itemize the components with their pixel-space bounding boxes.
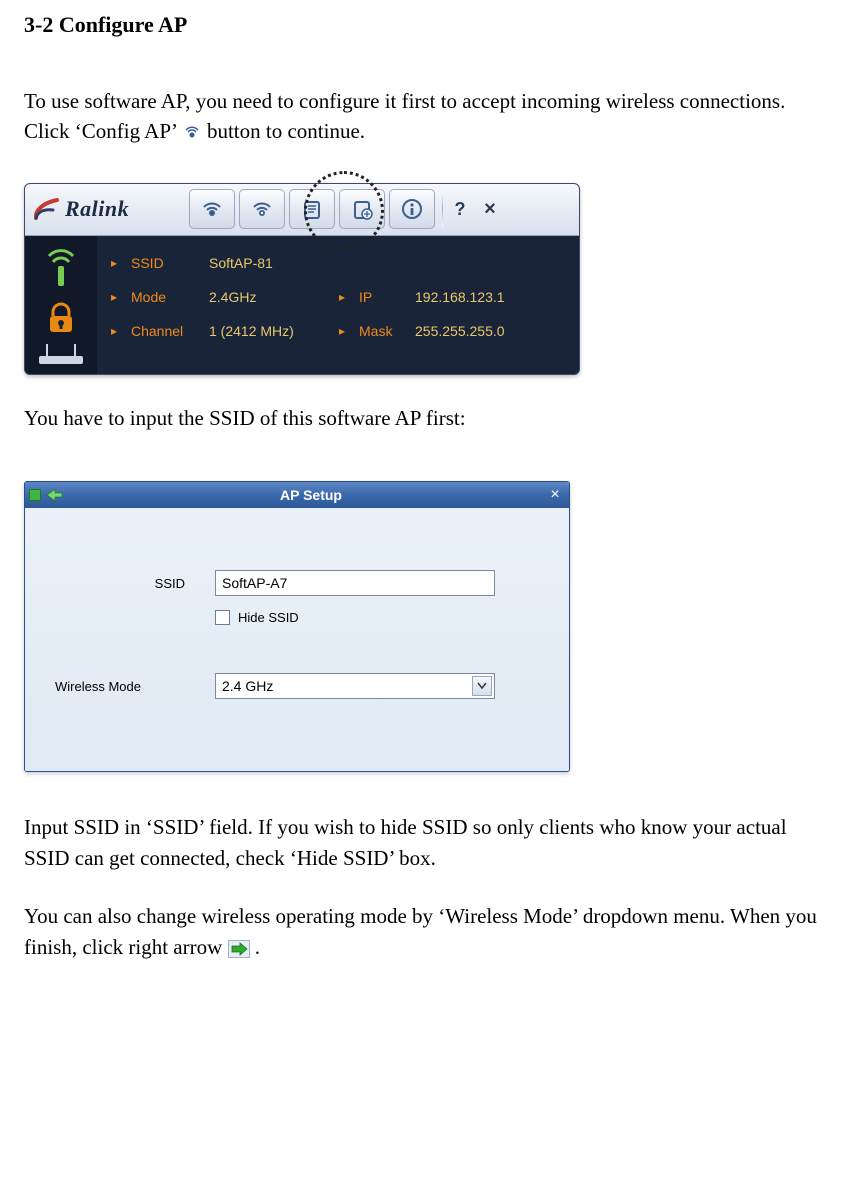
- ssid-input[interactable]: [215, 570, 495, 596]
- paragraph-4b: .: [255, 935, 260, 959]
- ralink-brand-text: Ralink: [65, 196, 129, 222]
- wireless-mode-label: Wireless Mode: [45, 679, 215, 694]
- wireless-mode-select[interactable]: 2.4 GHz: [215, 673, 495, 699]
- hide-ssid-label: Hide SSID: [238, 610, 299, 625]
- marker-icon: ▸: [111, 324, 131, 338]
- form-row-hide-ssid: Hide SSID: [45, 610, 515, 625]
- dialog-body: SSID Hide SSID Wireless Mode 2.4 GHz: [25, 508, 569, 771]
- dialog-title: AP Setup: [81, 487, 541, 503]
- toolbar-wireless-button[interactable]: [189, 189, 235, 229]
- channel-label: Channel: [131, 323, 209, 339]
- paragraph-1a: To use software AP, you need to configur…: [24, 89, 785, 143]
- ralink-toolbar: Ralink: [25, 184, 579, 236]
- status-row-channel: ▸ Channel 1 (2412 MHz) ▸ Mask 255.255.25…: [111, 314, 565, 348]
- ralink-status-body: ▸ SSID SoftAP-81 ▸ Mode 2.4GHz ▸ IP 192.…: [25, 236, 579, 374]
- toolbar-config-ap-button[interactable]: [239, 189, 285, 229]
- toolbar-separator: [442, 191, 443, 227]
- lock-icon: [41, 300, 81, 336]
- ralink-status-panel: Ralink: [24, 183, 580, 375]
- wireless-mode-value: 2.4 GHz: [222, 678, 273, 694]
- toolbar-close-button[interactable]: ×: [472, 189, 508, 229]
- ralink-logo: Ralink: [31, 184, 189, 235]
- ssid-value: SoftAP-81: [209, 255, 339, 271]
- signal-icon: [40, 244, 82, 294]
- dialog-titlebar: AP Setup ×: [25, 482, 569, 508]
- ip-label: IP: [359, 289, 415, 305]
- dialog-close-button[interactable]: ×: [541, 486, 569, 504]
- toolbar-info-button[interactable]: [389, 189, 435, 229]
- paragraph-4a: You can also change wireless operating m…: [24, 904, 817, 958]
- paragraph-1b: button to continue.: [207, 119, 365, 143]
- config-ap-icon: [182, 118, 202, 136]
- paragraph-1: To use software AP, you need to configur…: [24, 86, 824, 147]
- dialog-stop-button[interactable]: [29, 489, 41, 501]
- hide-ssid-checkbox[interactable]: [215, 610, 230, 625]
- channel-value: 1 (2412 MHz): [209, 323, 339, 339]
- form-row-wireless-mode: Wireless Mode 2.4 GHz: [45, 673, 515, 699]
- mask-value: 255.255.255.0: [415, 323, 565, 339]
- ssid-field-label: SSID: [45, 576, 215, 591]
- ralink-sidebar: [25, 236, 97, 374]
- toolbar-advanced-button[interactable]: [339, 189, 385, 229]
- paragraph-3: Input SSID in ‘SSID’ field. If you wish …: [24, 812, 824, 873]
- mode-value: 2.4GHz: [209, 289, 339, 305]
- chevron-down-icon: [472, 676, 492, 696]
- dialog-back-button[interactable]: [45, 486, 63, 504]
- ip-value: 192.168.123.1: [415, 289, 565, 305]
- form-row-ssid: SSID: [45, 570, 515, 596]
- marker-icon: ▸: [111, 256, 131, 270]
- marker-icon: ▸: [111, 290, 131, 304]
- mode-label: Mode: [131, 289, 209, 305]
- marker-icon: ▸: [339, 290, 359, 304]
- paragraph-2: You have to input the SSID of this softw…: [24, 403, 824, 433]
- ap-setup-dialog: AP Setup × SSID Hide SSID Wireless Mode: [24, 481, 570, 772]
- ssid-label: SSID: [131, 255, 209, 271]
- router-icon: [35, 342, 87, 368]
- marker-icon: ▸: [339, 324, 359, 338]
- toolbar-profile-button[interactable]: [289, 189, 335, 229]
- section-heading: 3-2 Configure AP: [24, 12, 824, 38]
- toolbar-help-button[interactable]: ?: [448, 199, 472, 220]
- paragraph-4: You can also change wireless operating m…: [24, 901, 824, 962]
- right-arrow-icon: [228, 936, 250, 954]
- mask-label: Mask: [359, 323, 415, 339]
- status-row-ssid: ▸ SSID SoftAP-81: [111, 246, 565, 280]
- status-row-mode: ▸ Mode 2.4GHz ▸ IP 192.168.123.1: [111, 280, 565, 314]
